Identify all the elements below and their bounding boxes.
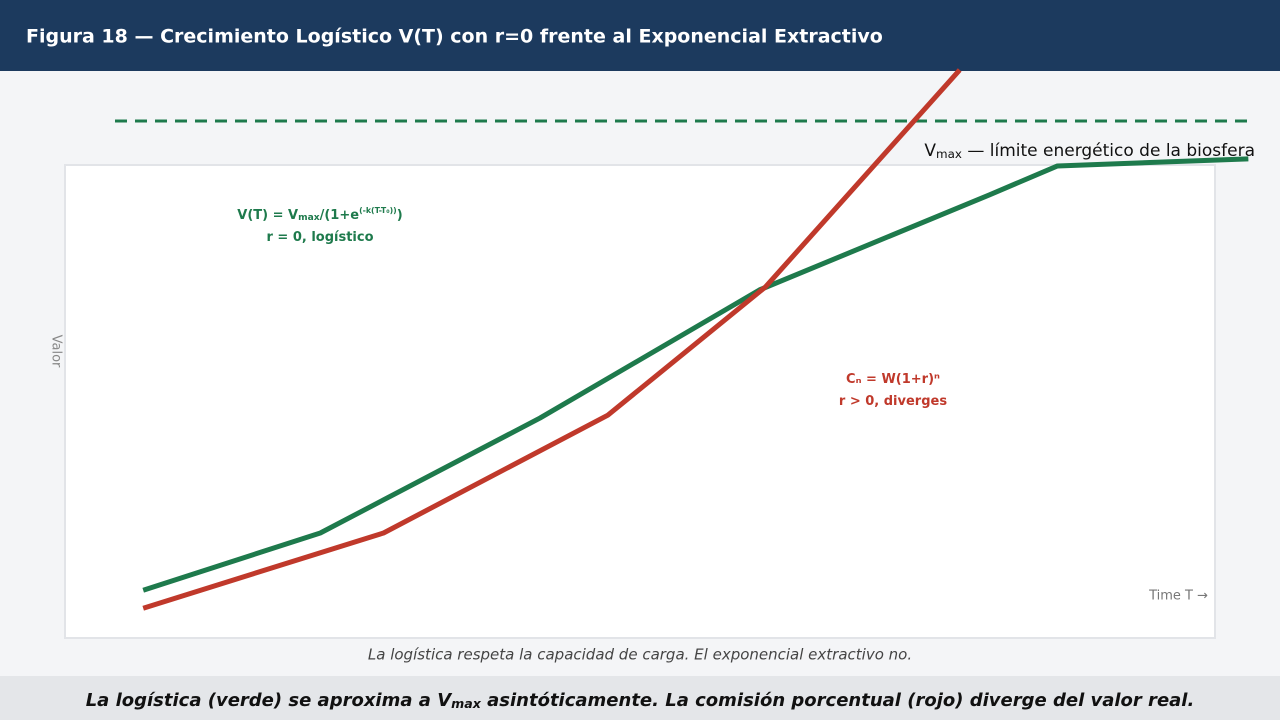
text-part: Cₙ = W(1+r)ⁿ bbox=[846, 372, 940, 387]
header-title: Figura 18 — Crecimiento Logístico V(T) c… bbox=[26, 26, 883, 48]
threshold-label: Vmax — límite energético de la biosfera bbox=[924, 141, 1255, 161]
text-part: max bbox=[451, 696, 482, 711]
annotation: Cₙ = W(1+r)ⁿ bbox=[846, 372, 940, 387]
caption: La logística respeta la capacidad de car… bbox=[368, 646, 912, 664]
text-part: ) bbox=[397, 208, 403, 223]
annotation: r > 0, diverges bbox=[839, 394, 947, 409]
y-axis-label: Valor bbox=[49, 335, 64, 368]
text-part: r > 0, diverges bbox=[839, 394, 947, 409]
text-part: V(T) = V bbox=[237, 208, 298, 223]
footer-text: La logística (verde) se aproxima a Vmax … bbox=[86, 690, 1195, 711]
series-line bbox=[142, 68, 962, 611]
text-part: V bbox=[924, 141, 936, 161]
text-part: asintóticamente. La comisión porcentual … bbox=[481, 690, 1194, 711]
x-axis-label: Time T → bbox=[1148, 589, 1208, 604]
text-part: (-k(T-T₀)) bbox=[359, 206, 397, 215]
text-part: max bbox=[936, 147, 962, 161]
header-bar bbox=[0, 0, 1280, 71]
plot-area bbox=[64, 164, 1216, 639]
text-part: max bbox=[298, 213, 320, 223]
text-part: /(1+e bbox=[320, 208, 360, 223]
text-part: La logística (verde) se aproxima a V bbox=[86, 690, 454, 711]
annotation: r = 0, logístico bbox=[266, 230, 373, 245]
text-part: r = 0, logístico bbox=[266, 230, 373, 245]
text-part: — límite energético de la biosfera bbox=[962, 141, 1255, 161]
annotation: V(T) = Vmax/(1+e(-k(T-T₀))) bbox=[237, 206, 402, 222]
footer-bar bbox=[0, 676, 1280, 720]
